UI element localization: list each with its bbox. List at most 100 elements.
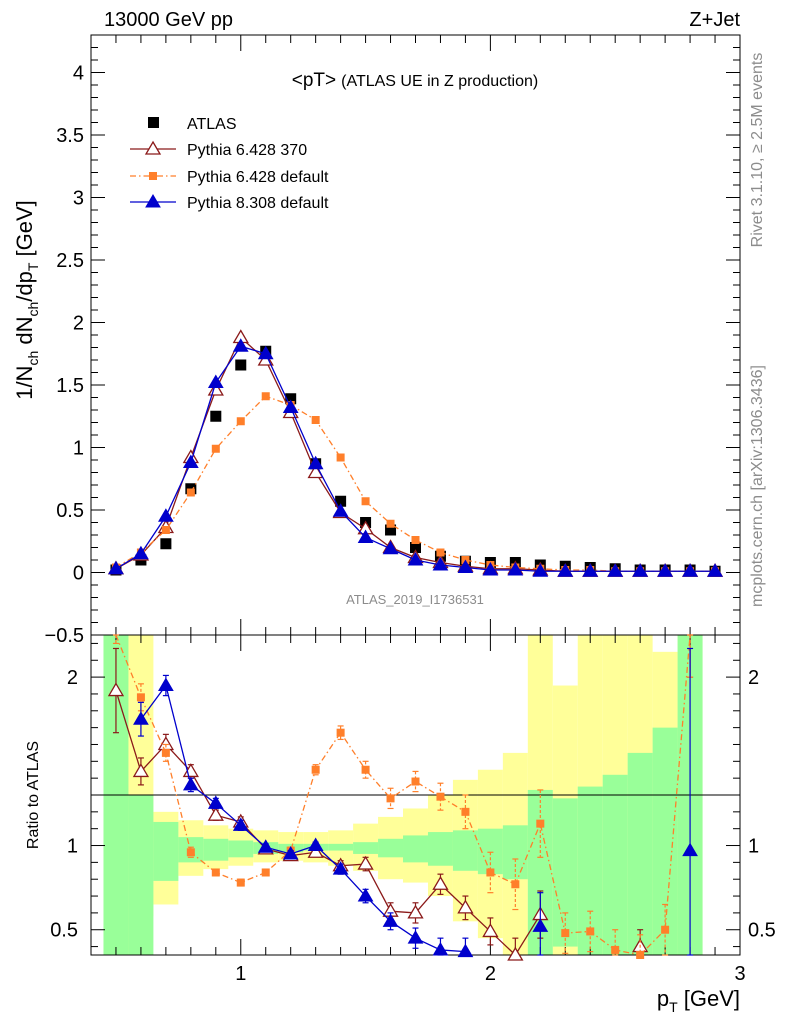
main-point-pythia-8-308-default — [607, 563, 624, 577]
ratio-point-pythia-6-428-370 — [357, 855, 374, 870]
ratio-point-pythia-8-308-default — [332, 861, 349, 875]
main-point-pythia-8-308-default — [657, 563, 673, 577]
xtick-label: 1 — [235, 963, 246, 985]
ratio-point-pythia-8-308-default — [232, 817, 249, 831]
main-point-pythia-8-308-default — [557, 563, 574, 577]
ratio-point-pythia-6-428-default — [661, 925, 670, 934]
ratio-point-pythia-6-428-default — [361, 765, 370, 774]
ratio-ytick-label: 1 — [67, 836, 78, 858]
main-ytick-label: −0.5 — [45, 625, 84, 647]
main-point-pythia-8-308-default — [682, 563, 698, 577]
ratio-point-pythia-6-428-370 — [107, 682, 125, 697]
band-green-bin-14 — [452, 830, 478, 871]
ratio-ytick-label-right: 1 — [748, 836, 759, 858]
ratio-ytick-label: 0.5 — [50, 920, 78, 942]
analysis-watermark: ATLAS_2019_I1736531 — [346, 592, 484, 607]
ratio-point-pythia-6-428-default — [161, 748, 170, 757]
ratio-ytick-label-right: 2 — [748, 667, 759, 689]
band-green-bin-9 — [328, 843, 354, 851]
ratio-point-pythia-8-308-default — [158, 677, 174, 692]
ratio-point-pythia-6-428-370 — [482, 923, 499, 938]
ratio-point-pythia-8-308-default — [257, 839, 274, 853]
ratio-point-pythia-6-428-default — [386, 794, 395, 803]
band-green-bin-1 — [128, 795, 154, 955]
band-green-bin-5 — [228, 840, 254, 858]
main-point-pythia-8-308-default — [432, 557, 449, 571]
main-point-pythia-8-308-default — [108, 560, 124, 575]
ratio-point-pythia-6-428-default — [336, 728, 345, 737]
plot-title: <pT> (ATLAS UE in Z production) — [292, 70, 538, 91]
header-right: Z+Jet — [689, 9, 740, 31]
legend-marker-p6-default — [149, 172, 157, 180]
ratio-point-pythia-8-308-default — [382, 913, 399, 927]
main-point-pythia-6-428-default — [436, 548, 445, 557]
header-left: 13000 GeV pp — [104, 9, 233, 31]
main-point-pythia-6-428-default — [236, 417, 245, 426]
ratio-line-pythia-6-428-default — [115, 634, 691, 956]
main-ytick-label: 1 — [73, 438, 84, 460]
main-point-pythia-8-308-default — [457, 559, 474, 573]
main-point-pythia-8-308-default — [357, 529, 374, 543]
xtick-label: 3 — [734, 963, 745, 985]
main-series — [107, 329, 724, 577]
ratio-point-pythia-6-428-default — [511, 880, 520, 889]
ratio-point-pythia-8-308-default — [532, 918, 549, 932]
ratio-point-pythia-6-428-default — [261, 868, 270, 877]
ratio-point-pythia-6-428-default — [211, 868, 220, 877]
band-green-bin-20 — [602, 774, 628, 955]
mcplots-text: mcplots.cern.ch [arXiv:1306.3436] — [749, 365, 766, 607]
main-ytick-label: 4 — [73, 63, 84, 85]
ratio-point-pythia-8-308-default — [682, 842, 698, 857]
main-point-pythia-6-428-default — [361, 497, 370, 506]
ratio-point-pythia-8-308-default — [357, 888, 374, 902]
main-point-pythia-6-428-default — [311, 416, 320, 424]
legend-label-atlas: ATLAS — [187, 116, 237, 133]
main-point-pythia-8-308-default — [133, 545, 149, 560]
legend-label-p8-default: Pythia 8.308 default — [187, 195, 329, 212]
ratio-point-pythia-8-308-default — [432, 941, 449, 956]
ratio-ylabel: Ratio to ATLAS — [25, 741, 42, 849]
ratio-ytick-label: 2 — [67, 667, 78, 689]
main-point-atlas — [210, 410, 222, 422]
main-point-atlas — [235, 359, 247, 371]
main-point-pythia-6-428-default — [211, 444, 220, 453]
xlabel: pT [GeV] — [657, 986, 740, 1015]
main-ytick-label: 0.5 — [56, 500, 84, 522]
ratio-point-pythia-6-428-default — [561, 929, 570, 938]
main-ytick-label: 0 — [73, 563, 84, 585]
ratio-point-pythia-8-308-default — [282, 845, 299, 860]
ratio-point-pythia-8-308-default — [407, 930, 424, 944]
ratio-point-pythia-6-428-default — [486, 868, 495, 877]
main-point-atlas — [410, 542, 421, 553]
band-green-bin-4 — [203, 838, 229, 861]
ratio-point-pythia-6-428-default — [636, 951, 645, 959]
ratio-point-pythia-6-428-370 — [507, 946, 524, 961]
main-point-pythia-8-308-default — [158, 508, 174, 522]
ratio-point-pythia-6-428-370 — [432, 875, 449, 890]
main-ytick-label: 3.5 — [56, 125, 84, 147]
main-point-pythia-6-428-default — [261, 392, 270, 401]
ratio-series — [107, 634, 698, 961]
ratio-point-pythia-8-308-default — [182, 776, 199, 791]
ratio-point-pythia-8-308-default — [133, 711, 149, 725]
band-green-bin-18 — [552, 798, 578, 947]
ratio-point-pythia-6-428-default — [186, 848, 195, 857]
main-point-pythia-8-308-default — [382, 540, 399, 555]
ratio-point-pythia-8-308-default — [307, 837, 324, 852]
legend-label-p6-370: Pythia 6.428 370 — [187, 142, 307, 159]
ratio-point-pythia-6-428-370 — [407, 904, 424, 919]
ratio-point-pythia-6-428-370 — [207, 806, 224, 821]
rivet-text: Rivet 3.1.10, ≥ 2.5M events — [749, 53, 766, 248]
main-point-pythia-8-308-default — [507, 562, 524, 576]
main-point-atlas — [285, 393, 297, 405]
ratio-point-pythia-6-428-default — [536, 819, 545, 828]
ratio-point-pythia-6-428-default — [411, 777, 420, 786]
ratio-point-pythia-8-308-default — [207, 795, 224, 809]
ratio-point-pythia-6-428-default — [436, 792, 445, 801]
ratio-point-pythia-6-428-default — [611, 945, 620, 954]
ratio-point-pythia-6-428-default — [311, 765, 320, 774]
legend-marker-p8-default — [145, 194, 161, 208]
ratio-point-pythia-6-428-370 — [457, 899, 474, 914]
main-ylabel: 1/Nch dNch/dpT [GeV] — [12, 200, 41, 400]
